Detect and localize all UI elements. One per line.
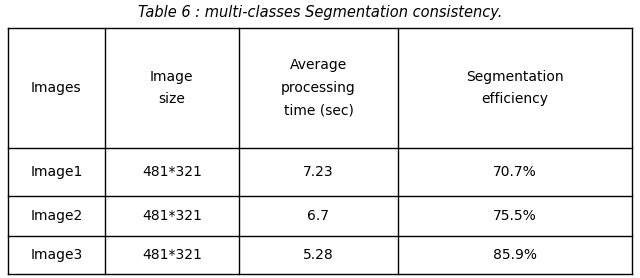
Text: Image2: Image2 xyxy=(30,209,83,223)
Text: Segmentation
efficiency: Segmentation efficiency xyxy=(466,70,564,106)
Text: 75.5%: 75.5% xyxy=(493,209,537,223)
Text: 481*321: 481*321 xyxy=(142,165,202,179)
Text: Table 6 : multi-classes Segmentation consistency.: Table 6 : multi-classes Segmentation con… xyxy=(138,6,502,21)
Text: 6.7: 6.7 xyxy=(307,209,330,223)
Text: Image1: Image1 xyxy=(30,165,83,179)
Text: 85.9%: 85.9% xyxy=(493,248,537,262)
Text: Image3: Image3 xyxy=(30,248,83,262)
Text: Images: Images xyxy=(31,81,82,95)
Text: 5.28: 5.28 xyxy=(303,248,334,262)
Text: Image
size: Image size xyxy=(150,70,193,106)
Text: 70.7%: 70.7% xyxy=(493,165,537,179)
Text: 7.23: 7.23 xyxy=(303,165,333,179)
Text: Average
processing
time (sec): Average processing time (sec) xyxy=(281,58,356,118)
Text: 481*321: 481*321 xyxy=(142,248,202,262)
Text: 481*321: 481*321 xyxy=(142,209,202,223)
